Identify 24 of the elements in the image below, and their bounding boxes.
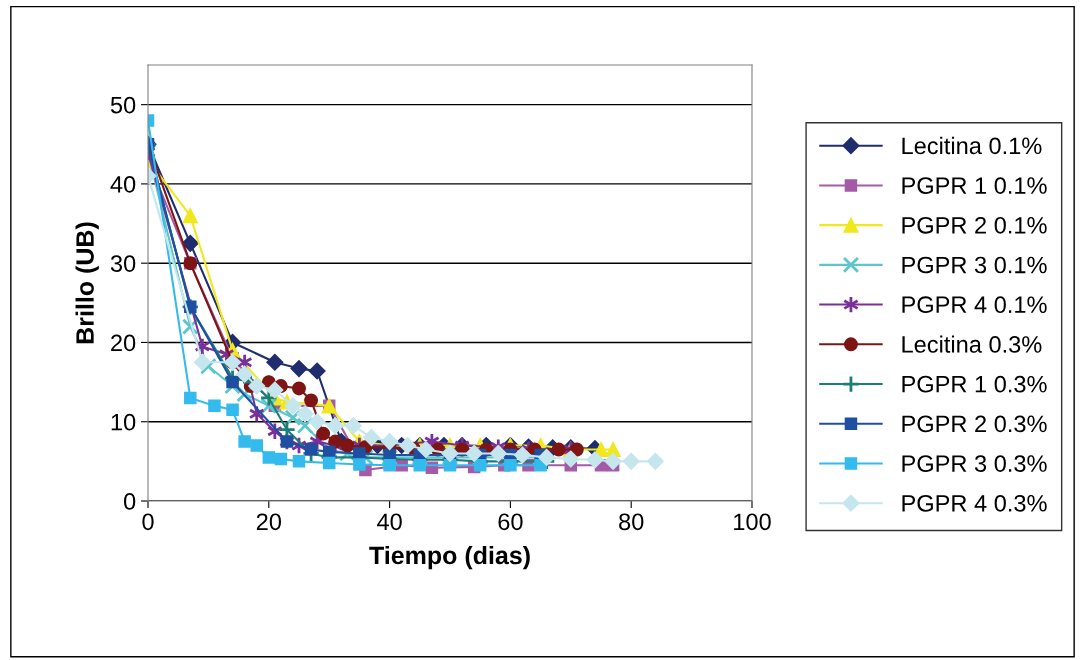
x-tick-label: 40 [377, 513, 402, 531]
x-tick-label: 0 [142, 513, 154, 531]
y-tick-label: 0 [123, 493, 136, 510]
legend-label: PGPR 1 0.3% [902, 375, 1047, 393]
legend-label: PGPR 4 0.1% [902, 296, 1047, 314]
legend-label: Lecitina 0.1% [902, 136, 1042, 155]
y-axis-title: Brillo (UB) [75, 222, 99, 344]
legend-label: PGPR 2 0.1% [902, 216, 1047, 234]
x-axis-title: Tiempo (dias) [369, 545, 530, 570]
legend-label: PGPR 4 0.3% [902, 494, 1047, 512]
legend-label: PGPR 3 0.1% [902, 256, 1047, 274]
legend-label: PGPR 2 0.3% [902, 415, 1047, 433]
y-tick-label: 30 [110, 255, 136, 272]
legend-label: PGPR 1 0.1% [902, 177, 1047, 194]
x-tick-label: 20 [256, 513, 282, 531]
x-tick-label: 60 [498, 513, 523, 531]
y-tick-label: 10 [111, 413, 136, 431]
y-tick-label: 40 [110, 175, 136, 193]
legend-label: Lecitina 0.3% [902, 335, 1042, 353]
y-tick-label: 50 [110, 96, 136, 114]
legend-label: PGPR 3 0.3% [902, 455, 1047, 472]
x-tick-label: 100 [734, 513, 771, 531]
x-tick-label: 80 [619, 513, 644, 531]
y-tick-label: 20 [111, 334, 136, 352]
